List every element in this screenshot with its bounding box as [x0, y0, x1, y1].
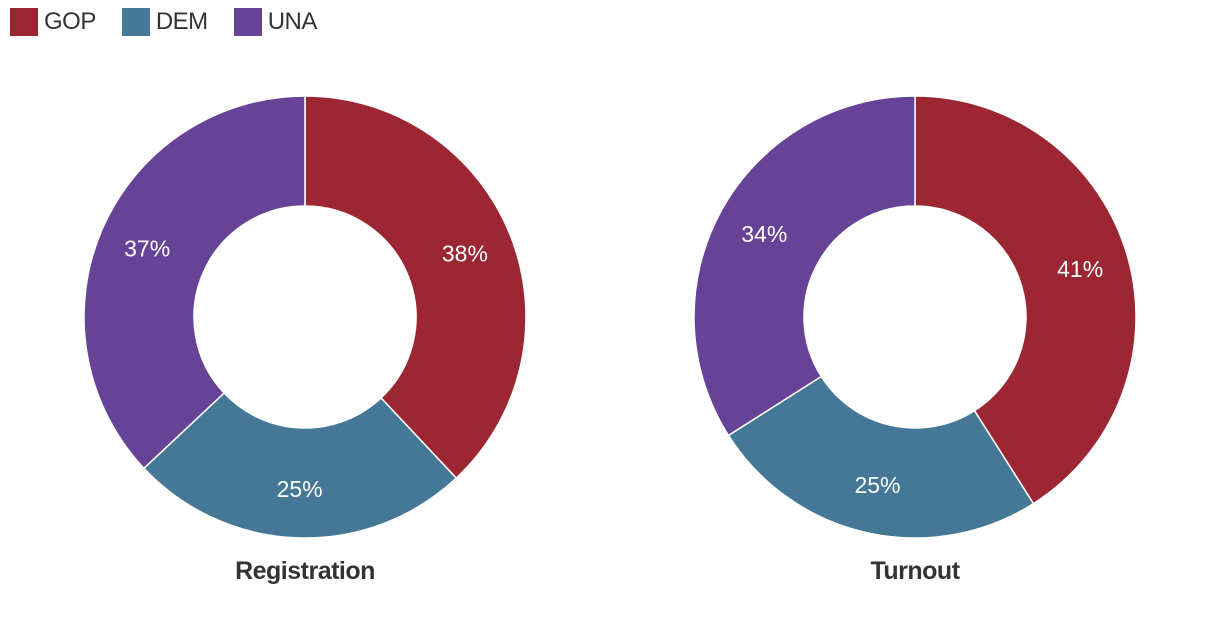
slice-label-gop: 41%	[1057, 256, 1103, 282]
slice-label-una: 34%	[741, 221, 787, 247]
donut-slice-dem	[727, 375, 1035, 539]
legend-item-gop: GOP	[10, 8, 96, 36]
slice-label-una: 37%	[124, 236, 170, 262]
legend-label-una: UNA	[267, 8, 318, 35]
legend-label-dem: DEM	[155, 8, 208, 35]
legend: GOP DEM UNA	[10, 8, 343, 36]
chart-caption: Registration	[235, 557, 375, 585]
legend-swatch-una	[233, 8, 262, 36]
registration-donut-chart: 38% 25% 37% Registration	[83, 95, 527, 585]
legend-item-una: UNA	[233, 8, 318, 36]
donut-slice-dem	[142, 391, 458, 539]
turnout-donut-chart: 41% 25% 34% Turnout	[693, 95, 1137, 585]
donut-slice-gop	[304, 95, 527, 480]
slice-label-dem: 25%	[277, 476, 323, 502]
legend-label-gop: GOP	[44, 8, 96, 35]
donut-slice-una	[83, 95, 306, 470]
slice-label-dem: 25%	[854, 472, 900, 498]
chart-caption: Turnout	[870, 557, 960, 585]
slice-label-gop: 38%	[442, 241, 488, 267]
legend-swatch-dem	[121, 8, 150, 36]
donut-slice-una	[693, 95, 916, 437]
donut-slice-gop	[914, 95, 1137, 505]
legend-swatch-gop	[10, 8, 38, 36]
legend-item-dem: DEM	[121, 8, 208, 36]
